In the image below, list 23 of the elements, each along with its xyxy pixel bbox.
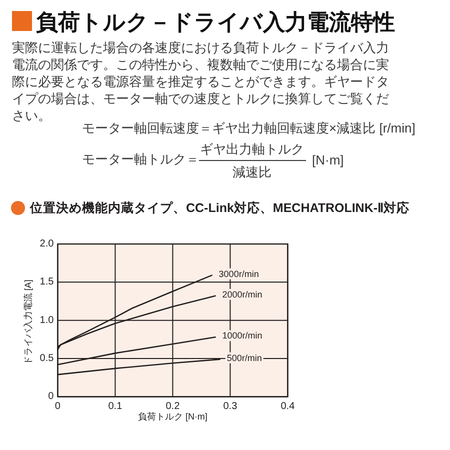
chart-title: 負荷トルク－ドライバ入力電流特性 [36, 10, 395, 34]
y-tick-label: 2.0 [40, 238, 54, 250]
text: 減速比 [232, 164, 272, 180]
x-tick-label: 0.1 [108, 401, 123, 412]
text: [N·m] [312, 152, 344, 168]
x-tick-label: 0.2 [166, 401, 180, 412]
y-tick-label: 0 [48, 391, 54, 402]
series-label: 3000r/min [218, 268, 259, 279]
y-axis-title: ドライバ入力電流 [A] [23, 280, 33, 366]
series-label: 1000r/min [222, 330, 262, 341]
series-label: 500r/min [226, 352, 262, 363]
text: モーター軸回転速度＝ギヤ出力軸回転速度×減速比 [r/min] [82, 120, 416, 136]
text: ギヤ出力軸トルク [200, 142, 304, 156]
x-tick-label: 0.4 [280, 401, 296, 412]
text: 実際に運転した場合の各速度における負荷トルク－ドライバ入力電流の関係です。この特性から、複数軸でご使用になる場合に実際に必要となる電源容量を推定することができます。ギヤードタイプの場合は、モーター軸での速度とトルクに換算してご覧ください。 [12, 40, 389, 123]
series-label: 2000r/min [222, 289, 262, 300]
x-tick-label: 0.3 [223, 401, 238, 412]
text: モーター軸トルク＝ [82, 152, 199, 166]
y-tick-label: 1.5 [40, 276, 54, 288]
chart-subtitle: 位置決め機能内蔵タイプ、CC-Link対応、MECHATROLINK-Ⅱ対応 [29, 200, 410, 215]
y-tick-label: 1.0 [40, 314, 54, 326]
x-axis-title: 負荷トルク [N·m] [138, 412, 208, 422]
y-tick-label: 0.5 [40, 353, 54, 364]
